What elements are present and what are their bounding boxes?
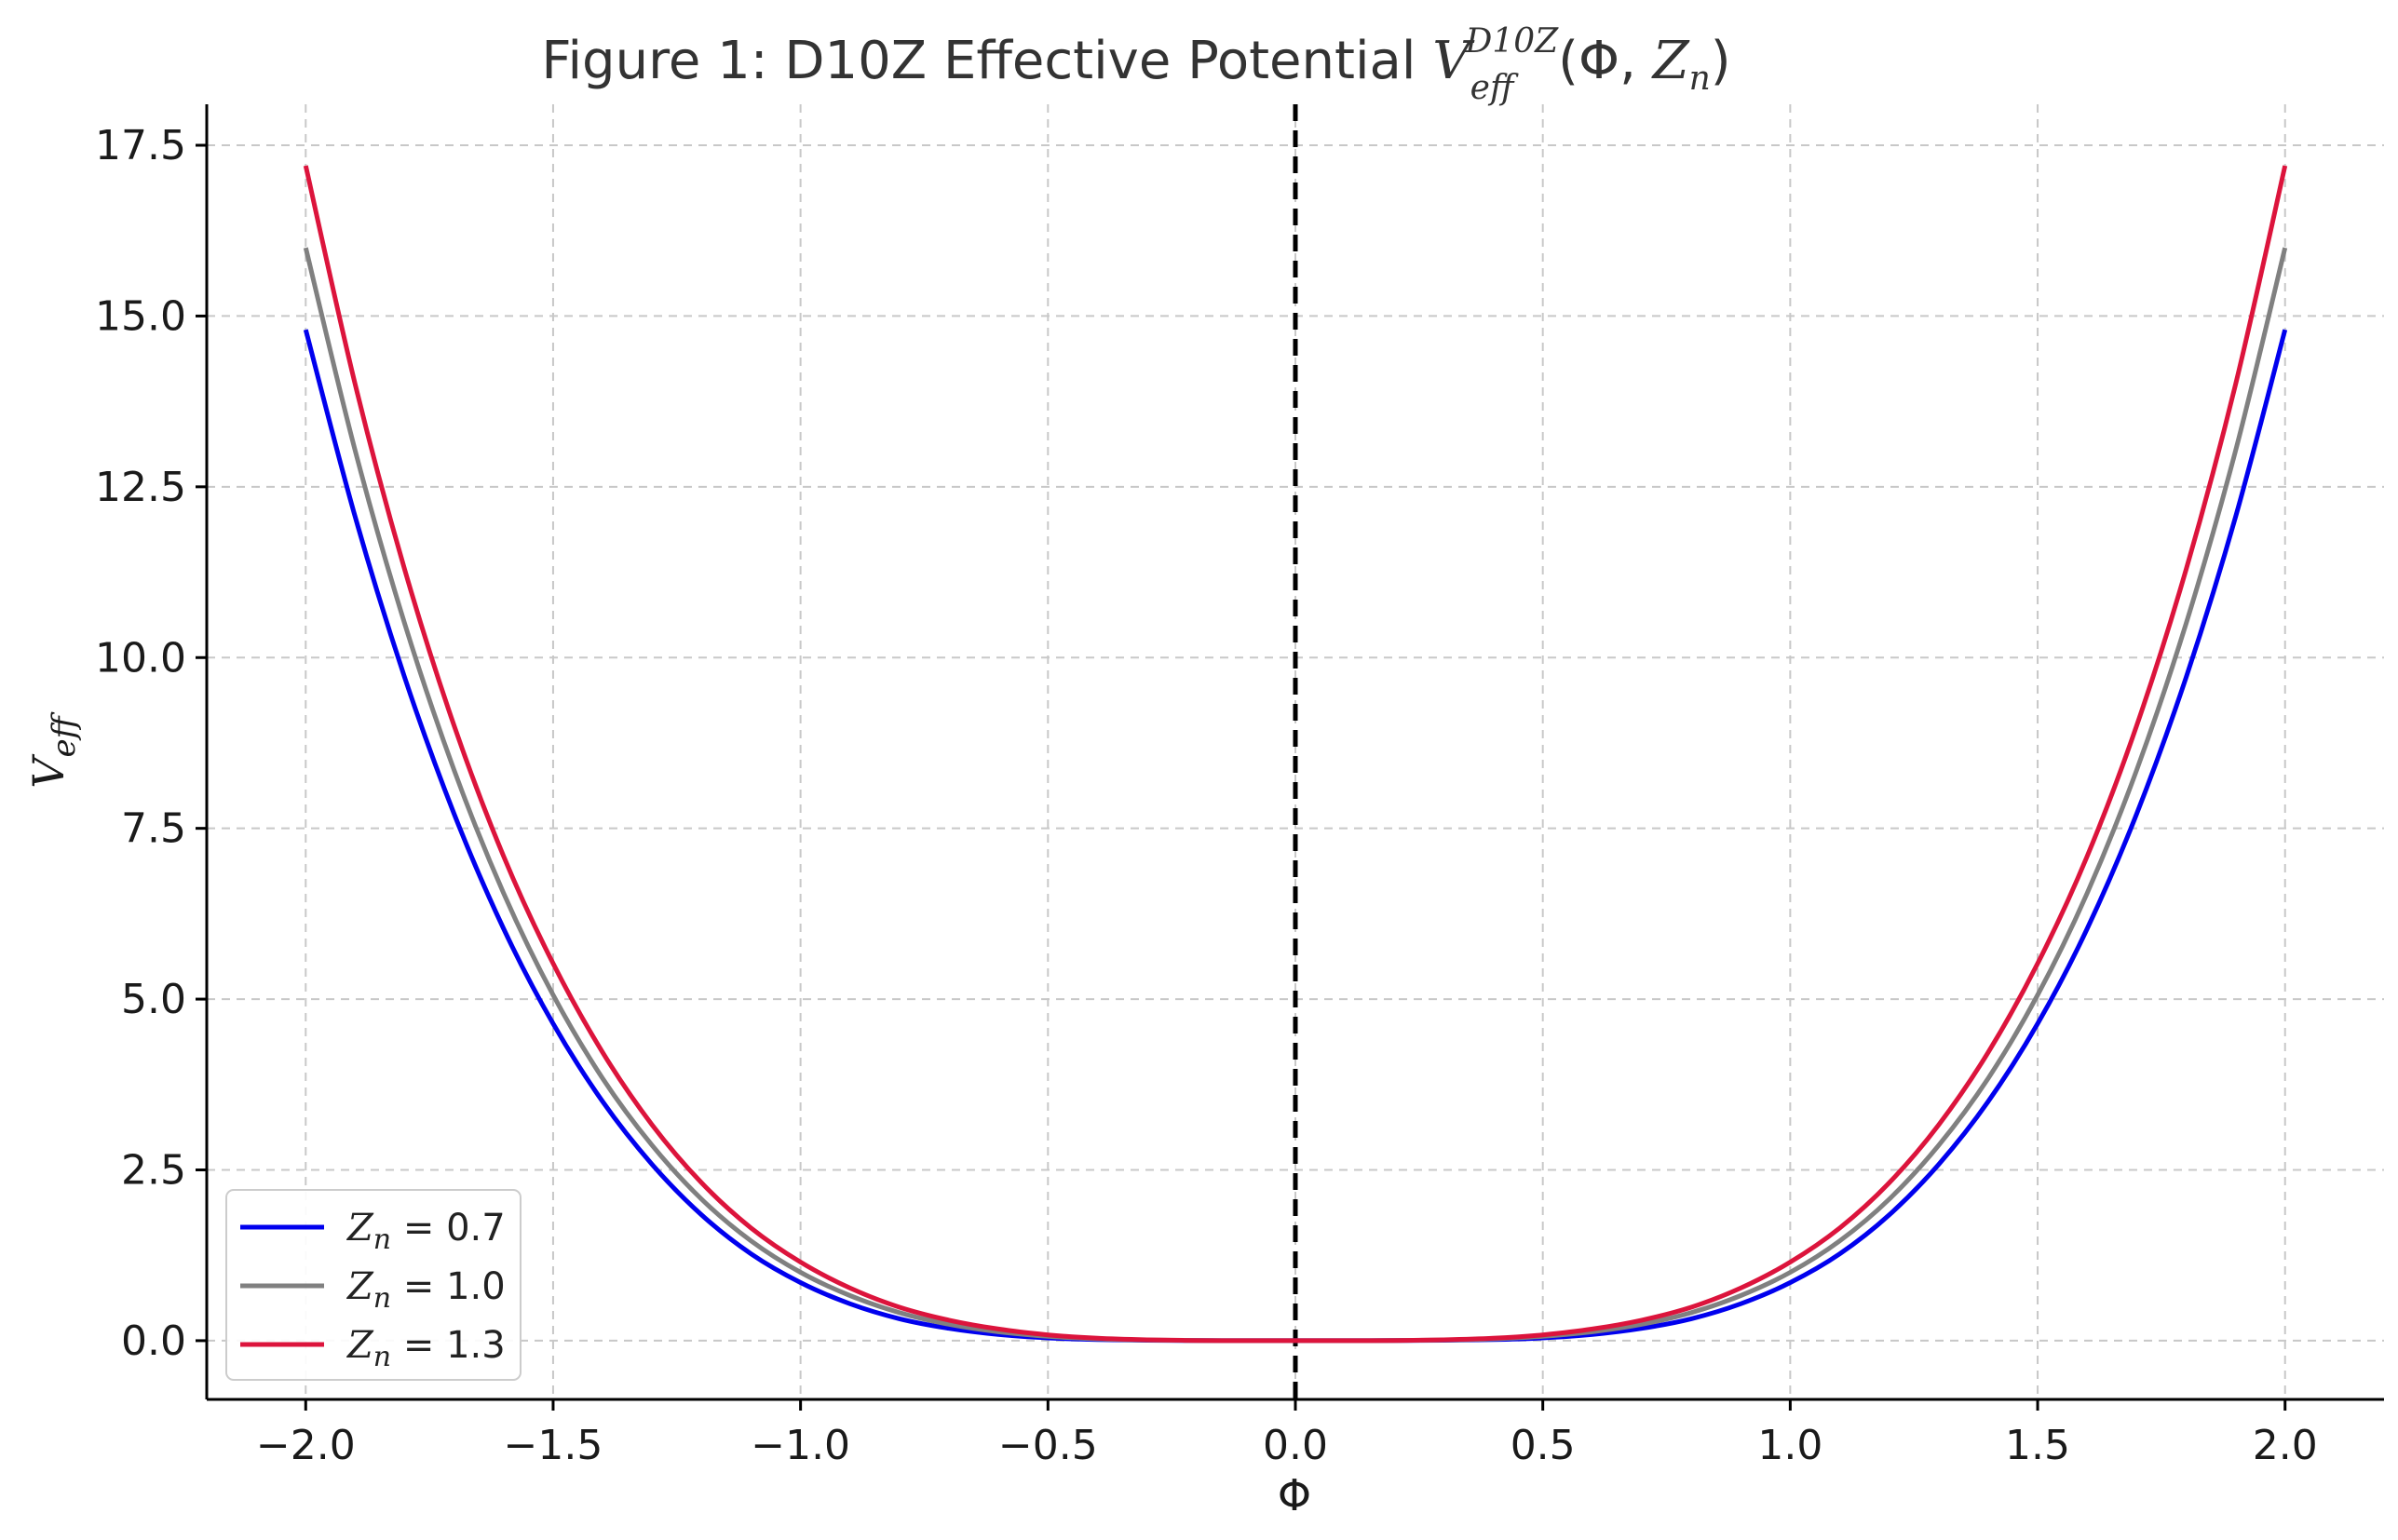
- y-tick-label: 7.5: [121, 805, 186, 853]
- legend-label: Zn = 1.0: [345, 1265, 506, 1315]
- y-tick-label: 17.5: [95, 122, 186, 169]
- x-tick-label: 2.0: [2253, 1422, 2318, 1469]
- x-tick-label: −2.0: [256, 1422, 356, 1469]
- title-args-open: (Φ,: [1558, 31, 1653, 91]
- title-subscript: eff: [1470, 69, 1519, 107]
- chart-title: Figure 1: D10Z Effective Potential Veff D…: [541, 22, 1730, 107]
- y-axis-label: Veff: [23, 711, 83, 788]
- x-tick-label: 1.0: [1757, 1422, 1822, 1469]
- y-tick-label: 12.5: [95, 464, 186, 511]
- y-ticks: 0.0 2.5 5.0 7.5 10.0 12.5 15.0 17.5: [95, 122, 207, 1365]
- y-tick-label: 0.0: [121, 1317, 186, 1365]
- legend-entries: Zn = 0.7 Zn = 1.0 Zn = 1.3: [240, 1207, 506, 1373]
- series-line-3: [303, 165, 2288, 1344]
- x-tick-label: 1.5: [2005, 1422, 2070, 1469]
- title-args-var: Z: [1651, 31, 1690, 91]
- title-symbol: V: [1432, 31, 1475, 91]
- x-tick-label: −0.5: [998, 1422, 1098, 1469]
- legend-label: Zn = 0.7: [345, 1207, 506, 1256]
- y-tick-label: 15.0: [95, 292, 186, 340]
- title-superscript: D10Z: [1464, 22, 1559, 61]
- title-prefix: Figure 1: D10Z Effective Potential: [541, 31, 1432, 91]
- x-tick-label: −1.0: [751, 1422, 850, 1469]
- x-ticks: −2.0 −1.5 −1.0 −0.5 0.0 0.5 1.0 1.5 2.0: [256, 1399, 2318, 1469]
- x-tick-label: 0.5: [1511, 1422, 1576, 1469]
- y-tick-label: 2.5: [121, 1146, 186, 1194]
- y-tick-label: 10.0: [95, 634, 186, 682]
- legend: Zn = 0.7 Zn = 1.0 Zn = 1.3: [225, 1189, 522, 1381]
- x-axis-label: Φ: [1278, 1470, 1311, 1520]
- x-tick-label: −1.5: [504, 1422, 603, 1469]
- legend-box: [225, 1189, 522, 1381]
- y-axis-label-symbol: V: [23, 753, 74, 789]
- legend-label: Zn = 1.3: [345, 1324, 506, 1373]
- y-tick-label: 5.0: [121, 976, 186, 1023]
- title-args-close: ): [1711, 31, 1731, 91]
- y-axis-label-subscript: eff: [46, 711, 83, 757]
- title-args-sub: n: [1689, 60, 1711, 98]
- x-tick-label: 0.0: [1263, 1422, 1328, 1469]
- series-layer: [303, 165, 2288, 1344]
